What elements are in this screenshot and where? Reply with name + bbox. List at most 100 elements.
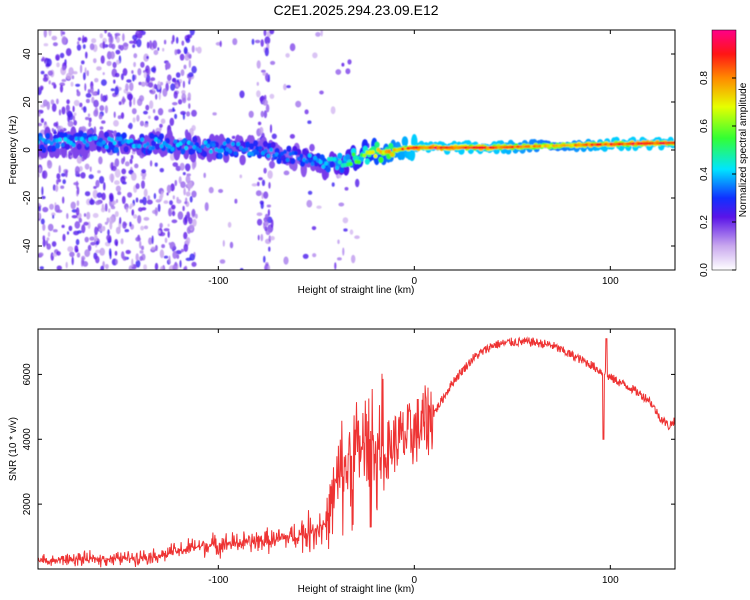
spectrogram-cell xyxy=(175,72,181,78)
spectrogram-cell xyxy=(150,67,156,73)
spectrogram-cell xyxy=(335,165,340,171)
spectrogram-cell xyxy=(466,146,471,150)
spectrogram-cell xyxy=(100,93,103,102)
spectrogram-cell xyxy=(72,115,76,122)
spectrogram-cell xyxy=(171,40,174,45)
spectrogram-cell xyxy=(120,238,124,245)
spectrogram-cell xyxy=(128,93,133,101)
spectrogram-cell xyxy=(83,213,87,217)
spectrogram-cell xyxy=(264,213,269,220)
spectrogram-cell xyxy=(146,199,153,205)
spectrogram-cell xyxy=(110,88,115,92)
spectrogram-cell xyxy=(117,115,122,120)
spectrogram-cell xyxy=(146,55,149,60)
spectrogram-cell xyxy=(61,106,66,115)
spectrogram-cell xyxy=(138,207,143,212)
spectrogram-cell xyxy=(174,113,178,120)
spectrogram-cell xyxy=(180,181,186,189)
spectrogram-cell xyxy=(71,143,76,148)
spectrogram-cell xyxy=(269,124,273,134)
spectrogram-cell xyxy=(122,68,128,76)
spectrogram-cell xyxy=(59,52,65,59)
colorbar-tick-label: 0.8 xyxy=(699,71,710,85)
spectrogram-xtick-label: 100 xyxy=(602,276,619,287)
spectrogram-cell xyxy=(108,208,111,213)
spectrogram-cell xyxy=(255,190,262,197)
spectrogram-cell xyxy=(141,245,144,251)
spectrogram-cell xyxy=(157,80,161,90)
spectrogram-cell xyxy=(178,81,181,87)
spectrogram-cell xyxy=(145,104,150,111)
spectrogram-cell xyxy=(95,179,100,188)
spectrogram-cell xyxy=(95,249,101,254)
spectrogram-cell xyxy=(119,217,122,225)
spectrogram-cell xyxy=(67,246,74,253)
spectrogram-cell xyxy=(183,231,188,240)
spectrogram-cell xyxy=(68,140,73,146)
spectrogram-cell xyxy=(104,221,108,225)
spectrogram-cell xyxy=(249,143,255,150)
spectrogram-cell xyxy=(223,149,229,157)
spectrogram-cell xyxy=(256,181,260,187)
spectrogram-cell xyxy=(72,105,75,113)
colorbar-tick-label: 0.2 xyxy=(699,215,710,229)
spectrogram-cell xyxy=(176,199,182,204)
spectrogram-cell xyxy=(191,65,197,74)
spectrogram-cell xyxy=(191,261,197,267)
spectrogram-cell xyxy=(149,40,153,49)
spectrogram-cell xyxy=(147,195,151,201)
spectrogram-xlabel: Height of straight line (km) xyxy=(298,285,415,296)
spectrogram-cell xyxy=(123,146,129,153)
spectrogram-cell xyxy=(186,111,191,117)
spectrogram-cell xyxy=(390,152,394,157)
spectrogram-cell xyxy=(122,33,125,42)
spectrogram-ytick-label: -20 xyxy=(22,190,33,205)
snr-ylabel: SNR (10 * v/v) xyxy=(8,417,19,481)
spectrogram-cell xyxy=(173,139,178,144)
spectrogram-cell xyxy=(143,71,147,79)
spectrogram-cell xyxy=(378,156,384,164)
spectrogram-cell xyxy=(269,160,275,169)
spectrogram-cell xyxy=(268,182,271,189)
spectrogram-cell xyxy=(450,146,455,150)
spectrogram-cell xyxy=(168,242,172,246)
spectrogram-cell xyxy=(54,204,60,213)
spectrogram-cell xyxy=(62,179,66,185)
spectrogram-cell xyxy=(51,212,56,217)
spectrogram-cell xyxy=(232,38,238,46)
spectrogram-cell xyxy=(185,37,191,44)
spectrogram-cell xyxy=(146,70,150,77)
spectrogram-cell xyxy=(181,139,186,144)
spectrogram-cell xyxy=(332,157,337,162)
spectrogram-cell xyxy=(121,181,127,185)
spectrogram-cell xyxy=(55,54,60,61)
spectrogram-cell xyxy=(89,199,95,205)
spectrogram-cell xyxy=(118,101,122,106)
spectrogram-cell xyxy=(172,162,179,168)
spectrogram-cell xyxy=(306,199,313,208)
spectrogram-cell xyxy=(146,77,150,84)
spectrogram-cell xyxy=(97,88,100,96)
spectrogram-cell xyxy=(135,236,141,242)
spectrogram-cell xyxy=(182,205,185,212)
spectrogram-cell xyxy=(85,98,90,104)
spectrogram-cell xyxy=(135,30,142,37)
spectrogram-cell xyxy=(80,172,86,179)
spectrogram-cell xyxy=(133,97,136,106)
spectrogram-cell xyxy=(143,110,148,115)
spectrogram-cell xyxy=(76,186,80,195)
spectrogram-cell xyxy=(140,225,145,231)
spectrogram-cell xyxy=(276,157,282,164)
spectrogram-cell xyxy=(90,85,94,94)
spectrogram-cell xyxy=(147,82,154,88)
spectrogram-cell xyxy=(52,42,58,47)
spectrogram-cell xyxy=(97,223,103,229)
spectrogram-cell xyxy=(99,176,105,184)
spectrogram-cell xyxy=(45,239,49,247)
spectrogram-cell xyxy=(42,223,46,231)
spectrogram-cell xyxy=(141,169,147,174)
spectrogram-cell xyxy=(351,254,356,264)
spectrogram-cell xyxy=(55,142,61,149)
spectrogram-cell xyxy=(286,145,292,152)
